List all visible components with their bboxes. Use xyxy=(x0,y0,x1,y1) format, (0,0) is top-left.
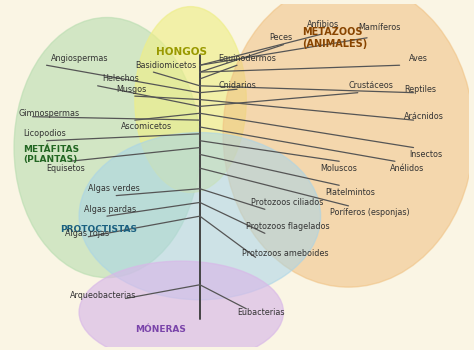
Text: Ascomicetos: Ascomicetos xyxy=(121,122,172,132)
Text: Equinodermos: Equinodermos xyxy=(219,54,276,63)
Text: Mamíferos: Mamíferos xyxy=(358,23,400,32)
Ellipse shape xyxy=(79,133,320,300)
Text: Protozoos flagelados: Protozoos flagelados xyxy=(246,222,330,231)
Text: Arqueobacterias: Arqueobacterias xyxy=(70,290,136,300)
Ellipse shape xyxy=(14,18,200,278)
Text: HONGOS: HONGOS xyxy=(156,47,207,56)
Text: Reptiles: Reptiles xyxy=(404,85,436,94)
Text: Algas rojas: Algas rojas xyxy=(65,229,109,238)
Text: Insectos: Insectos xyxy=(409,150,442,159)
Ellipse shape xyxy=(79,261,283,350)
Text: Anfibios: Anfibios xyxy=(307,20,339,29)
Ellipse shape xyxy=(135,7,246,193)
Text: Algas verdes: Algas verdes xyxy=(88,184,140,193)
Text: Aves: Aves xyxy=(409,54,428,63)
Text: Helechos: Helechos xyxy=(102,75,139,83)
Text: Licopodios: Licopodios xyxy=(23,130,66,138)
Text: Crustáceos: Crustáceos xyxy=(348,81,393,90)
Text: MÓNERAS: MÓNERAS xyxy=(135,325,186,334)
Text: Cnidarios: Cnidarios xyxy=(219,81,256,90)
Text: METAZOOS
(ANIMALES): METAZOOS (ANIMALES) xyxy=(302,27,367,49)
Text: Platelmintos: Platelmintos xyxy=(325,188,375,197)
Text: Peces: Peces xyxy=(270,33,292,42)
Text: Protozoos ciliados: Protozoos ciliados xyxy=(251,198,323,207)
Text: Poríferos (esponjas): Poríferos (esponjas) xyxy=(330,208,410,217)
Text: Equisetos: Equisetos xyxy=(46,164,85,173)
Text: Eubacterias: Eubacterias xyxy=(237,308,284,317)
Text: Musgos: Musgos xyxy=(116,85,146,94)
Text: Gimnospermas: Gimnospermas xyxy=(18,109,80,118)
Text: PROTOCTISTAS: PROTOCTISTAS xyxy=(61,225,137,234)
Text: Algas pardas: Algas pardas xyxy=(84,205,136,214)
Text: Moluscos: Moluscos xyxy=(320,164,357,173)
Text: Basidiomicetos: Basidiomicetos xyxy=(135,61,196,70)
Text: Protozoos ameboides: Protozoos ameboides xyxy=(242,250,328,258)
Text: Angiospermas: Angiospermas xyxy=(51,54,109,63)
Text: Arácnidos: Arácnidos xyxy=(404,112,444,121)
Text: METÁFITAS
(PLANTAS): METÁFITAS (PLANTAS) xyxy=(23,145,80,164)
Ellipse shape xyxy=(223,0,474,287)
Text: Anélidos: Anélidos xyxy=(390,164,425,173)
